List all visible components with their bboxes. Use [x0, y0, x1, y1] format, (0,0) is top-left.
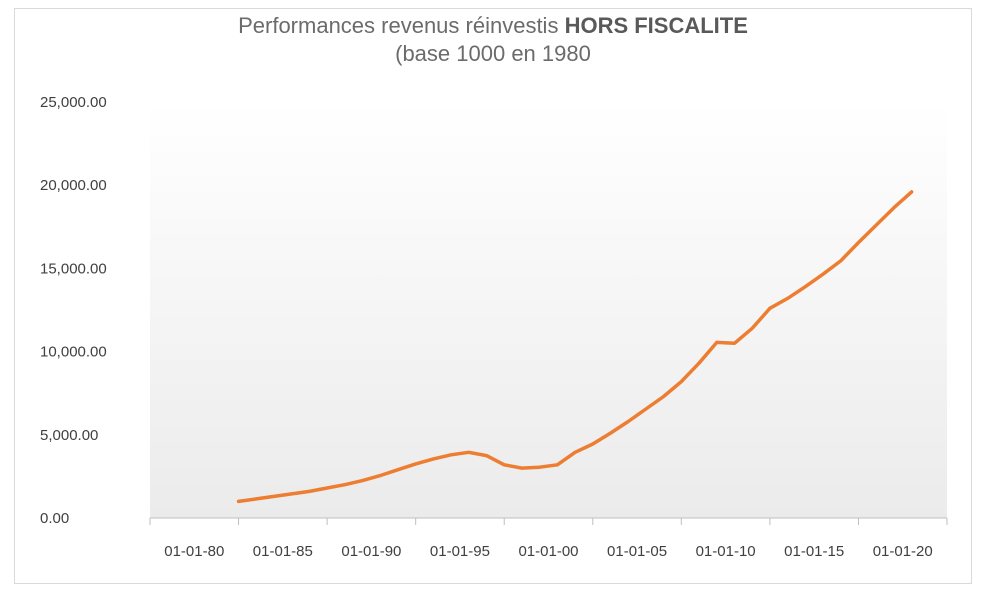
y-tick-label: 15,000.00 — [40, 260, 107, 277]
x-tick-label: 01-01-05 — [607, 543, 667, 560]
x-tick-label: 01-01-10 — [696, 543, 756, 560]
chart-title-line2: (base 1000 en 1980 — [395, 41, 591, 66]
x-axis-labels: 01-01-80 01-01-85 01-01-90 01-01-95 01-01-00… — [164, 543, 932, 560]
x-tick-label: 01-01-85 — [253, 543, 313, 560]
y-tick-label: 0.00 — [40, 510, 69, 527]
plot-area — [150, 102, 947, 518]
y-tick-label: 10,000.00 — [40, 344, 107, 361]
chart-title-bold: HORS FISCALITE — [564, 13, 748, 38]
chart-title-prefix: Performances revenus réinvestis — [238, 13, 565, 38]
chart-title: Performances revenus réinvestis HORS FIS… — [0, 12, 986, 68]
y-tick-label: 5,000.00 — [40, 427, 98, 444]
x-tick-label: 01-01-15 — [784, 543, 844, 560]
series-line — [236, 190, 914, 504]
x-tick-label: 01-01-20 — [873, 543, 933, 560]
x-tick-label: 01-01-80 — [164, 543, 224, 560]
y-axis-labels: 0.00 5,000.00 10,000.00 15,000.00 20,000.00 2… — [40, 94, 107, 527]
series-group — [236, 190, 914, 504]
x-axis-ticks — [149, 518, 948, 525]
x-tick-label: 01-01-00 — [518, 543, 578, 560]
x-tick-label: 01-01-90 — [341, 543, 401, 560]
y-tick-label: 20,000.00 — [40, 177, 107, 194]
x-tick-label: 01-01-95 — [430, 543, 490, 560]
y-tick-label: 25,000.00 — [40, 94, 107, 111]
chart-title-line1: Performances revenus réinvestis HORS FIS… — [0, 12, 986, 40]
